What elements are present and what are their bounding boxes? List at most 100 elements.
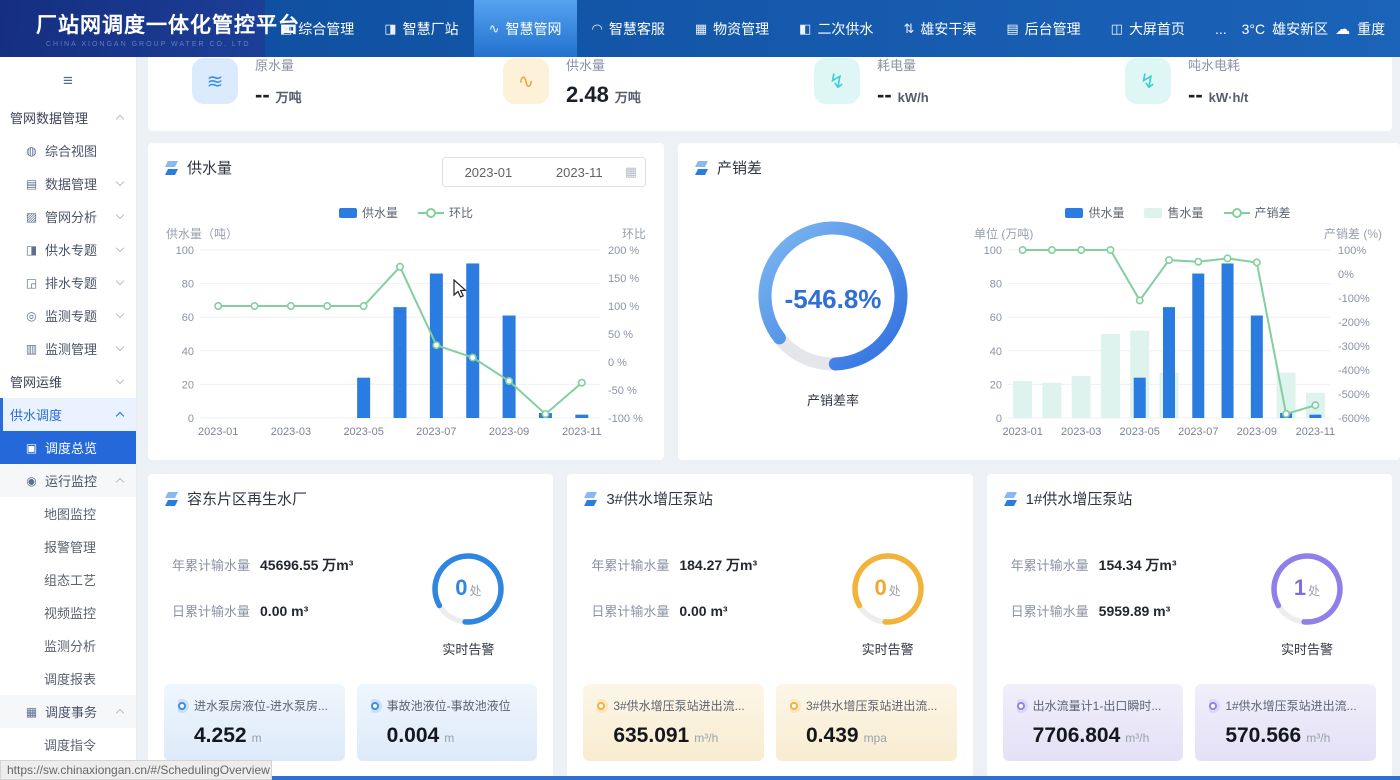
nrw-gauge-ring (758, 221, 908, 371)
sidebar-item-调度指令[interactable]: 调度指令 (0, 728, 136, 761)
date-to-value[interactable]: 2023-11 (555, 164, 603, 180)
date-from-value[interactable]: 2023-01 (464, 164, 513, 180)
sidebar-item-监测专题[interactable]: ◎ 监测专题 (0, 299, 136, 332)
legend-item-环比[interactable]: 环比 (418, 204, 473, 221)
stat-value-row: -- kW/h (877, 82, 929, 108)
sidebar-item-label: 管网数据管理 (10, 111, 89, 126)
sidebar-item-排水专题[interactable]: ◲ 排水专题 (0, 266, 136, 299)
svg-text:40: 40 (990, 346, 1002, 358)
sidebar-item-调度总览[interactable]: ▣ 调度总览 (0, 431, 136, 464)
tab-icon: ◧ (799, 20, 812, 36)
legend-line-marker (1223, 207, 1250, 218)
daily-total: 日累计输水量 0.00 m³ (591, 601, 818, 620)
alarm-ring-svg (851, 553, 924, 625)
sidebar-item-地图监控[interactable]: 地图监控 (0, 497, 136, 530)
tab-智慧厂站[interactable]: ◨ 智慧厂站 (369, 0, 473, 57)
supply-axis-headers: 供水量（吨） 环比 (164, 225, 648, 242)
stat-吨水电耗: ↯ 吨水电耗 -- kW·h/t (1081, 55, 1392, 108)
sidebar-item-管网数据管理[interactable]: 管网数据管理 (0, 101, 136, 134)
sidebar-item-报警管理[interactable]: 报警管理 (0, 530, 136, 563)
alarm-ring-block: 0 处实时告警 (399, 543, 537, 658)
tab-label: 二次供水 (817, 20, 874, 37)
date-range-picker[interactable]: 2023-01 2023-11 ▦ (442, 157, 646, 187)
alarm-ring-block: 1 处实时告警 (1238, 543, 1376, 658)
station-card-容东片区再生水厂: 容东片区再生水厂 年累计输水量 45696.55 万m³ 日累计输水量 0.00 m³ 0… (148, 474, 554, 780)
sidebar-item-管网分析[interactable]: ▨ 管网分析 (0, 200, 136, 233)
sidebar-collapse-button[interactable]: ≡ (63, 71, 73, 90)
panel-title-icon (695, 160, 708, 175)
sidebar-item-调度报表[interactable]: 调度报表 (0, 662, 136, 695)
sidebar-item-供水专题[interactable]: ◨ 供水专题 (0, 233, 136, 266)
daily-total-label: 日累计输水量 (172, 604, 251, 619)
chevron-up-icon (115, 477, 125, 487)
sidebar-item-管网运维[interactable]: 管网运维 (0, 365, 136, 398)
sidebar-item-label: 监测专题 (45, 309, 98, 324)
tab-...[interactable]: ... (1200, 0, 1242, 57)
svg-text:2023-01: 2023-01 (1002, 426, 1042, 438)
sidebar-item-label: 视频监控 (44, 606, 97, 621)
sidebar-item-运行监控[interactable]: ◉ 运行监控 (0, 464, 136, 497)
svg-text:0 %: 0 % (608, 357, 627, 369)
svg-text:-500%: -500% (1338, 389, 1370, 401)
legend-item-产销差[interactable]: 产销差 (1223, 204, 1291, 221)
legend-item-售水量[interactable]: 售水量 (1144, 204, 1204, 221)
sidebar-item-监测管理[interactable]: ▥ 监测管理 (0, 332, 136, 365)
sidebar-item-供水调度[interactable]: 供水调度 (0, 398, 136, 431)
station-stats: 年累计输水量 184.27 万m³ 日累计输水量 0.00 m³ (583, 543, 818, 658)
tab-后台管理[interactable]: ▤ 后台管理 (991, 0, 1095, 57)
sidebar-item-视频监控[interactable]: 视频监控 (0, 596, 136, 629)
tab-雄安干渠[interactable]: ⇅ 雄安干渠 (888, 0, 991, 57)
yearly-total-value: 154.34 万m³ (1098, 557, 1177, 573)
yearly-total-label: 年累计输水量 (1010, 558, 1089, 573)
supply-bar-line-chart[interactable]: 0 20 40 60 80 100 200 % 150 % 100 % 50 % 0 % -50 % -… (164, 242, 648, 440)
sidebar-item-综合视图[interactable]: ◍ 综合视图 (0, 134, 136, 167)
tab-物资管理[interactable]: ▦ 物资管理 (680, 0, 784, 57)
tab-icon: ◠ (591, 20, 603, 36)
tab-label: 智慧厂站 (402, 20, 459, 37)
svg-text:0: 0 (188, 413, 194, 425)
svg-text:-200%: -200% (1338, 317, 1370, 329)
nrw-gauge-value: -546.8% (784, 284, 882, 314)
sidebar-item-label: 综合视图 (45, 144, 98, 159)
stat-label: 供水量 (566, 57, 606, 73)
sidebar-item-数据管理[interactable]: ▤ 数据管理 (0, 167, 136, 200)
metric-dot-icon (370, 701, 379, 710)
tab-icon: ⇅ (903, 20, 915, 36)
sidebar-item-监测分析[interactable]: 监测分析 (0, 629, 136, 662)
legend-swatch (338, 207, 357, 218)
metric-value: 4.252 m (194, 724, 262, 747)
metric-card: 事故池液位-事故池液位 0.004 m (356, 684, 538, 761)
nrw-panel-title: 产销差 (694, 157, 1384, 178)
app-logo: 厂站网调度一体化管控平台 CHINA XIONGAN GROUP WATER C… (0, 0, 299, 57)
tab-label: 雄安干渠 (920, 20, 977, 37)
tab-智慧客服[interactable]: ◠ 智慧客服 (577, 0, 680, 57)
legend-item-供水量[interactable]: 供水量 (338, 204, 398, 221)
stat-unit: 万吨 (614, 89, 641, 105)
legend-item-供水量[interactable]: 供水量 (1065, 204, 1124, 221)
sidebar-item-组态工艺[interactable]: 组态工艺 (0, 563, 136, 596)
svg-text:2023-11: 2023-11 (562, 426, 602, 438)
nrw-bar-line-chart[interactable]: 0 20 40 60 80 100 100% 0% -100% -200% -300% -400% -5… (972, 242, 1384, 440)
metric-dot-icon (178, 701, 186, 710)
power-icon: ↯ (814, 58, 860, 104)
sidebar-item-调度事务[interactable]: ▦ 调度事务 (0, 695, 136, 728)
tab-综合管理[interactable]: ▣ 综合管理 (265, 0, 369, 57)
stat-value: -- (1188, 81, 1203, 107)
tab-大屏首页[interactable]: ◫ 大屏首页 (1096, 0, 1200, 57)
stat-text: 原水量 -- 万吨 (255, 55, 302, 108)
metric-head: 事故池液位-事故池液位 (370, 697, 524, 714)
tab-智慧管网[interactable]: ∿ 智慧管网 (473, 0, 577, 57)
sidebar-item-label: 监测管理 (45, 342, 98, 357)
stat-value: -- (877, 81, 892, 107)
station-metrics: 进水泵房液位-进水泵房... 4.252 m 事故池液位-事故池液位 0.004 m (164, 684, 538, 761)
header-right: 3°C 雄安新区 ☁ 重度 系 (1242, 0, 1400, 57)
left-axis-title: 单位 (万吨) (974, 227, 1034, 241)
svg-text:80: 80 (182, 279, 194, 291)
svg-text:-100 %: -100 % (608, 413, 643, 425)
cloud-icon: ☁ (1335, 20, 1351, 38)
tab-二次供水[interactable]: ◧ 二次供水 (784, 0, 888, 57)
stat-value: -- (255, 81, 270, 107)
daily-total-label: 日累计输水量 (1010, 604, 1089, 619)
